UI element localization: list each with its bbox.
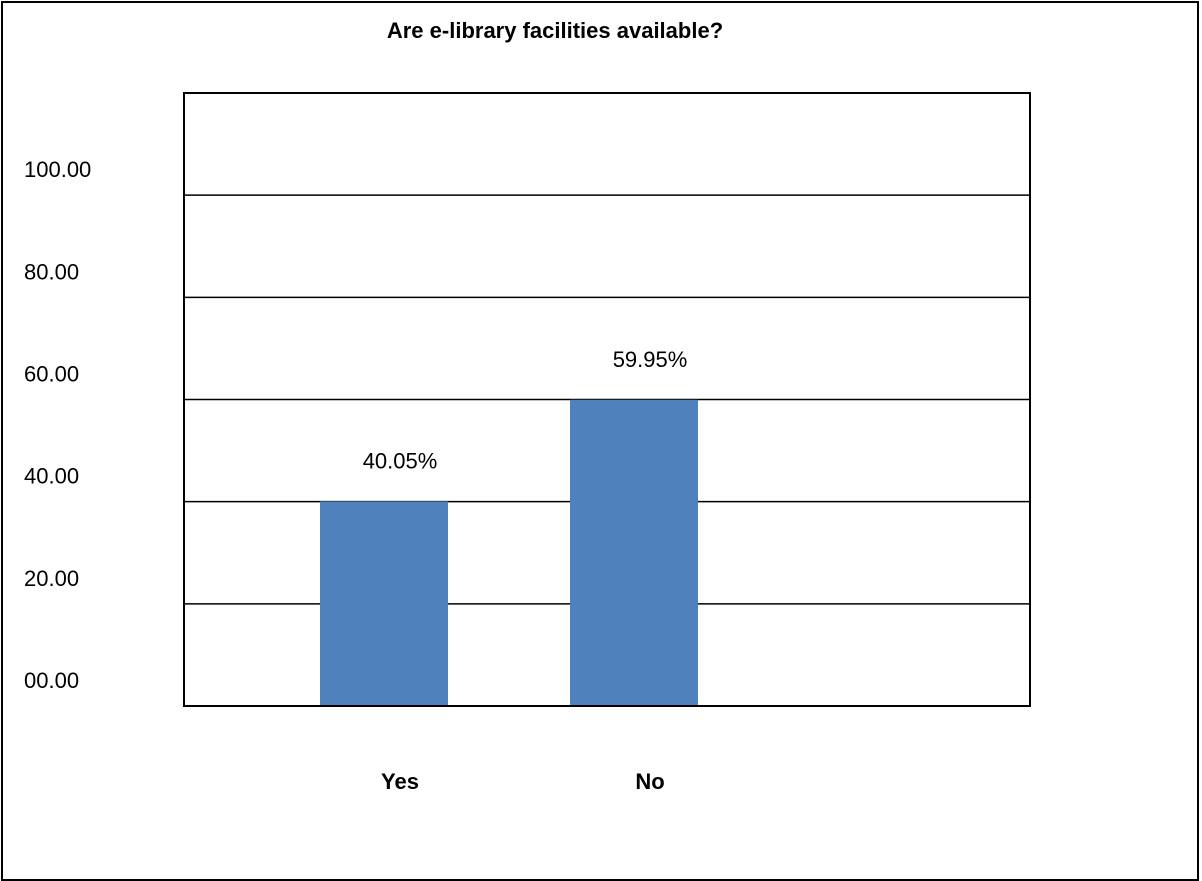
bars [320,399,698,706]
y-axis-tick-labels: 00.00 20.00 40.00 60.00 80.00 100.00 [24,157,91,693]
x-category-label-yes: Yes [381,769,419,794]
chart-title: Are e-library facilities available? [387,18,723,43]
x-category-label-no: No [635,769,664,794]
bar-yes [320,501,448,706]
y-tick-label: 00.00 [24,668,79,693]
data-labels: 40.05% 59.95% [363,347,688,474]
data-label-no: 59.95% [613,347,688,372]
plot-area-frame [183,92,1031,707]
y-tick-label: 60.00 [24,362,79,387]
x-axis-category-labels: Yes No [381,769,665,794]
bar-no [570,399,698,706]
y-tick-label: 20.00 [24,566,79,591]
y-tick-label: 40.00 [24,464,79,489]
data-label-yes: 40.05% [363,448,438,473]
y-tick-label: 80.00 [24,259,79,284]
y-tick-label: 100.00 [24,157,91,182]
